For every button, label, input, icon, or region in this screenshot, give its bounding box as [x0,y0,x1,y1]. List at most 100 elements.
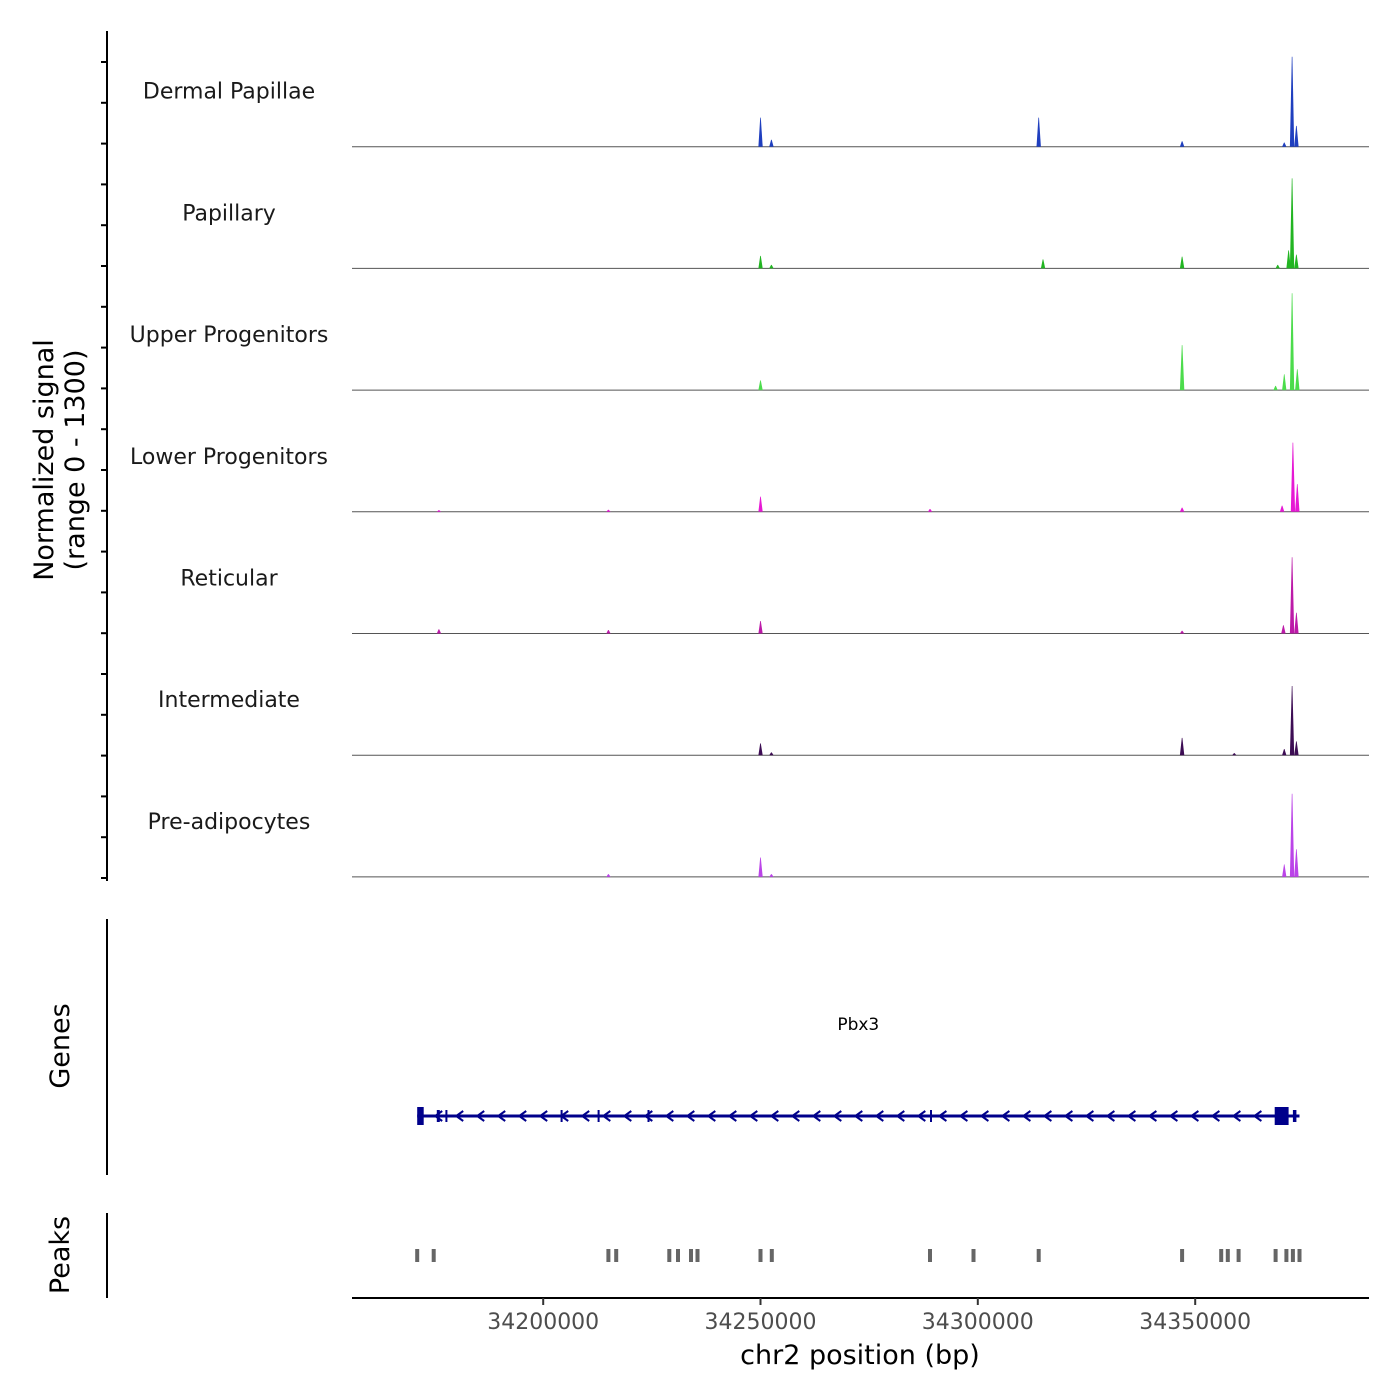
peak-mark [667,1249,672,1262]
track-3: Lower Progenitors [130,442,1369,513]
strand-arrow [685,1110,695,1122]
strand-arrow [1210,1110,1220,1122]
strand-arrow [1021,1110,1031,1122]
peak-mark [1225,1249,1230,1262]
strand-arrow [1042,1110,1052,1122]
strand-arrow [1189,1110,1199,1122]
peak-mark [1290,1249,1295,1262]
signal-peak [758,117,763,147]
signal-peak [758,496,763,512]
signal-peak [606,509,611,512]
peak-mark [606,1249,611,1262]
strand-arrow [1126,1110,1136,1122]
signal-peak [1179,630,1185,634]
signal-peak [1040,259,1046,269]
strand-arrow [1063,1110,1073,1122]
signal-peak [1294,125,1299,147]
signal-peak [1295,369,1300,391]
signal-peak [1179,256,1185,269]
signal-peak [1179,507,1185,512]
strand-arrow [1105,1110,1115,1122]
strand-arrow [1000,1110,1010,1122]
signal-peak [436,629,442,634]
signal-peak [606,630,611,634]
gene-exon [930,1110,932,1122]
peak-mark [769,1249,774,1262]
gene-exon [560,1110,563,1122]
peak-mark [689,1249,693,1262]
gene-exon [417,1107,424,1125]
signal-y-axis-ticks [101,61,107,879]
strand-arrow [517,1110,527,1122]
x-tick-label: 34200000 [487,1310,599,1335]
strand-arrow [622,1110,632,1122]
peaks-y-axis-title: Peaks [45,1216,76,1294]
signal-peak [1179,737,1185,756]
signal-peak [758,857,763,877]
track-label: Dermal Papillae [143,80,315,105]
peak-mark [1219,1249,1224,1262]
signal-peak [769,874,774,877]
strand-arrow [475,1110,485,1122]
signal-peak [1289,178,1295,269]
peak-mark [614,1249,619,1262]
signal-peak [1289,686,1295,756]
signal-peak [1232,753,1237,756]
genes-y-axis-title: Genes [45,1003,76,1088]
track-5: Intermediate [158,686,1369,756]
gene-exon [1292,1110,1297,1122]
strand-arrow [979,1110,989,1122]
gene-track: Pbx3 [417,1015,1300,1125]
signal-peak [1290,442,1296,512]
signal-peak [758,255,763,269]
signal-peak [1179,345,1185,391]
signal-peak [1294,849,1299,877]
track-0: Dermal Papillae [143,56,1369,148]
strand-arrow [937,1110,947,1122]
peak-mark [415,1249,420,1262]
peak-mark [971,1249,976,1262]
peak-mark [676,1249,680,1262]
signal-peak [1282,749,1287,756]
track-label: Papillary [182,201,276,226]
strand-arrow [601,1110,611,1122]
strand-arrow [538,1110,548,1122]
signal-peak [758,380,763,391]
strand-arrow [1147,1110,1157,1122]
signal-peak [606,874,611,877]
signal-peak [769,752,774,756]
strand-arrow [769,1110,779,1122]
strand-arrow [433,1110,443,1122]
strand-arrow [874,1110,884,1122]
strand-arrow [664,1110,674,1122]
signal-peak [1282,374,1287,391]
strand-arrow [748,1110,758,1122]
track-label: Reticular [180,567,278,592]
strand-arrow [1084,1110,1094,1122]
signal-peak [1279,505,1285,512]
gene-exon [1274,1107,1289,1125]
signal-peak [1282,142,1287,147]
track-label: Upper Progenitors [130,323,329,348]
strand-arrow [790,1110,800,1122]
signal-peak [1275,264,1280,269]
signal-y-axis-title-line2: (range 0 - 1300) [60,350,91,571]
track-2: Upper Progenitors [130,293,1369,391]
x-axis-ticks: 34200000 34250000 34300000 34350000 [487,1298,1251,1335]
signal-peak [436,510,442,512]
signal-peak [1294,254,1299,269]
strand-arrow [853,1110,863,1122]
signal-peak [1282,864,1287,877]
signal-peak [927,509,933,512]
x-tick-label: 34250000 [705,1310,817,1335]
signal-peak [1036,117,1041,147]
track-6: Pre-adipocytes [148,793,1369,878]
signal-peak [1294,612,1299,634]
peak-mark [1236,1249,1241,1262]
track-4: Reticular [180,557,1369,634]
strand-arrow [580,1110,590,1122]
x-axis-title: chr2 position (bp) [740,1340,980,1371]
strand-arrow [832,1110,842,1122]
peak-mark [1297,1249,1302,1262]
